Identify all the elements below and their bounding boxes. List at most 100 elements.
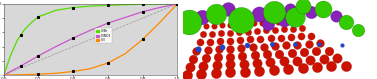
Point <box>215 57 221 58</box>
Point <box>333 15 339 16</box>
Point <box>275 21 281 22</box>
Point <box>217 41 223 42</box>
Point <box>185 21 192 23</box>
Point <box>293 17 299 18</box>
Point <box>227 24 233 25</box>
Point <box>317 43 323 44</box>
Point <box>219 46 225 47</box>
Point <box>245 31 251 32</box>
Point <box>280 61 287 62</box>
Point <box>267 22 273 23</box>
Point <box>308 35 314 36</box>
Point <box>190 58 196 59</box>
Point <box>308 11 314 12</box>
Point <box>224 9 230 10</box>
Point <box>252 54 258 56</box>
Point <box>218 33 224 34</box>
Point <box>267 61 273 63</box>
Point <box>306 43 312 44</box>
Point <box>285 68 291 70</box>
Point <box>272 45 278 47</box>
Point <box>193 50 199 51</box>
Point <box>239 55 245 56</box>
Point <box>283 21 289 22</box>
Point <box>238 19 244 20</box>
Point <box>314 67 320 68</box>
Point <box>227 64 233 65</box>
Point <box>289 52 295 53</box>
Point <box>213 14 219 15</box>
Point <box>328 66 334 67</box>
Point <box>320 9 326 10</box>
Point <box>264 54 270 55</box>
Point <box>227 56 233 57</box>
Point <box>269 44 275 45</box>
Point <box>207 41 213 42</box>
Point <box>307 59 313 60</box>
Point <box>281 29 287 30</box>
Point <box>299 28 305 29</box>
Point <box>256 14 262 15</box>
Point <box>301 52 307 53</box>
Point <box>261 46 267 47</box>
Point <box>235 24 241 25</box>
Point <box>257 38 264 39</box>
Point <box>214 65 220 66</box>
Point <box>263 30 269 31</box>
Point <box>195 48 201 50</box>
Point <box>254 30 260 32</box>
Point <box>241 63 247 64</box>
Point <box>294 44 300 45</box>
Point <box>184 74 190 76</box>
Point <box>247 39 253 40</box>
Point <box>339 44 345 46</box>
Point <box>211 25 217 26</box>
Point <box>281 19 287 20</box>
Point <box>291 20 297 21</box>
Point <box>334 58 340 59</box>
Point <box>216 49 222 50</box>
Point <box>198 74 204 75</box>
Point <box>265 23 271 24</box>
Point <box>299 68 305 69</box>
Point <box>294 60 300 61</box>
Point <box>271 69 277 71</box>
Point <box>321 58 327 60</box>
Point <box>343 65 349 66</box>
Point <box>293 44 299 45</box>
Point <box>290 28 296 29</box>
Point <box>242 71 248 72</box>
Point <box>298 36 304 37</box>
Point <box>288 36 294 38</box>
Point <box>316 44 322 45</box>
Point <box>276 53 282 54</box>
Point <box>300 6 306 7</box>
Point <box>236 31 242 33</box>
Point <box>199 17 205 18</box>
Point <box>200 65 206 67</box>
Point <box>268 38 274 39</box>
Point <box>203 25 209 27</box>
Point <box>237 39 243 41</box>
Point <box>227 48 233 49</box>
Point <box>343 21 349 23</box>
Point <box>213 73 219 74</box>
Point <box>227 40 233 41</box>
Point <box>272 29 278 31</box>
Point <box>354 29 360 31</box>
Point <box>209 33 215 34</box>
Point <box>325 50 331 51</box>
Point <box>227 72 233 73</box>
Point <box>283 45 289 46</box>
Point <box>271 11 277 12</box>
Point <box>197 42 203 43</box>
Point <box>244 44 250 46</box>
Point <box>256 70 262 71</box>
Point <box>251 23 257 24</box>
Point <box>187 66 193 68</box>
Point <box>313 51 319 52</box>
Legend: Cl/Br, Cl/NO3, Cl/I: Cl/Br, Cl/NO3, Cl/I <box>95 28 112 43</box>
Point <box>278 37 284 38</box>
Point <box>287 9 293 10</box>
Point <box>205 49 211 51</box>
